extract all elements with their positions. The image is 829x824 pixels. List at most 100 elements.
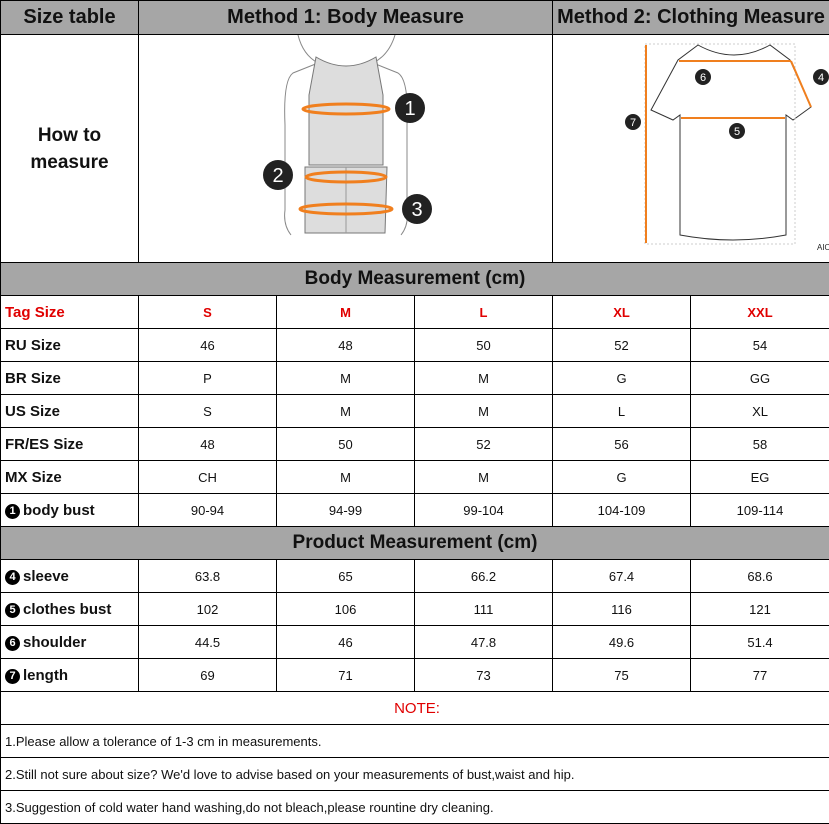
- cell: XXL: [691, 296, 829, 329]
- cell: 50: [415, 329, 553, 362]
- row-label: FR/ES Size: [1, 428, 139, 461]
- marker-4: 4: [813, 69, 829, 85]
- row-label-text: FR/ES Size: [5, 436, 83, 453]
- marker-1: 1: [395, 93, 425, 123]
- cell: 52: [553, 329, 691, 362]
- cell: 48: [139, 428, 277, 461]
- row-label: RU Size: [1, 329, 139, 362]
- row-label-text: US Size: [5, 403, 60, 420]
- cell: 58: [691, 428, 829, 461]
- cell: 54: [691, 329, 829, 362]
- cell: 116: [553, 593, 691, 626]
- svg-text:2: 2: [272, 165, 283, 187]
- row-label-text: BR Size: [5, 370, 61, 387]
- cell: 66.2: [415, 560, 553, 593]
- row-label: US Size: [1, 395, 139, 428]
- cell: 121: [691, 593, 829, 626]
- cell: M: [277, 296, 415, 329]
- cell: 109-114: [691, 494, 829, 527]
- row-label: BR Size: [1, 362, 139, 395]
- cell: 99-104: [415, 494, 553, 527]
- cell: S: [139, 296, 277, 329]
- cell: 94-99: [277, 494, 415, 527]
- cell: 46: [277, 626, 415, 659]
- note-line: 2.Still not sure about size? We'd love t…: [1, 758, 829, 791]
- cell: L: [553, 395, 691, 428]
- cell: XL: [553, 296, 691, 329]
- cell: 73: [415, 659, 553, 692]
- brand-label: AIOPESON: [817, 243, 829, 252]
- how-to-measure: How to measure: [1, 35, 139, 263]
- svg-text:3: 3: [411, 199, 422, 221]
- cell: P: [139, 362, 277, 395]
- body-measurement-heading: Body Measurement (cm): [1, 263, 829, 296]
- row-label-text: RU Size: [5, 337, 61, 354]
- cell: L: [415, 296, 553, 329]
- cell: 77: [691, 659, 829, 692]
- cell: M: [277, 461, 415, 494]
- cell: G: [553, 461, 691, 494]
- cell: M: [415, 461, 553, 494]
- row-label-text: body bust: [23, 502, 95, 519]
- header-method-1: Method 1: Body Measure: [139, 1, 553, 35]
- cell: 51.4: [691, 626, 829, 659]
- svg-text:1: 1: [404, 98, 415, 120]
- cell: CH: [139, 461, 277, 494]
- cell: 46: [139, 329, 277, 362]
- cell: M: [277, 395, 415, 428]
- cell: G: [553, 362, 691, 395]
- svg-text:6: 6: [700, 72, 706, 84]
- product-measurement-heading: Product Measurement (cm): [1, 527, 829, 560]
- row-label-text: clothes bust: [23, 601, 111, 618]
- cell: EG: [691, 461, 829, 494]
- svg-text:4: 4: [818, 72, 824, 84]
- number-badge-icon: 1: [5, 504, 20, 519]
- cell: 106: [277, 593, 415, 626]
- cell: 111: [415, 593, 553, 626]
- marker-5: 5: [729, 123, 745, 139]
- body-measure-figure: 1 2 3: [139, 35, 553, 263]
- cell: 71: [277, 659, 415, 692]
- cell: S: [139, 395, 277, 428]
- cell: M: [415, 362, 553, 395]
- svg-text:5: 5: [734, 126, 740, 138]
- body-illustration: 1 2 3: [173, 35, 519, 259]
- header-method-2: Method 2: Clothing Measure: [553, 1, 829, 35]
- cell: 102: [139, 593, 277, 626]
- svg-text:7: 7: [630, 117, 636, 129]
- cell: M: [277, 362, 415, 395]
- clothing-measure-figure: 6 4 7 5 AIOPESON: [553, 35, 829, 263]
- cell: 47.8: [415, 626, 553, 659]
- cell: GG: [691, 362, 829, 395]
- marker-7: 7: [625, 114, 641, 130]
- row-label-text: shoulder: [23, 634, 86, 651]
- cell: 48: [277, 329, 415, 362]
- row-label-text: sleeve: [23, 568, 69, 585]
- number-badge-icon: 4: [5, 570, 20, 585]
- cell: M: [415, 395, 553, 428]
- cell: 69: [139, 659, 277, 692]
- row-label-text: MX Size: [5, 469, 62, 486]
- number-badge-icon: 5: [5, 603, 20, 618]
- marker-3: 3: [402, 194, 432, 224]
- cell: 90-94: [139, 494, 277, 527]
- note-line: 1.Please allow a tolerance of 1-3 cm in …: [1, 725, 829, 758]
- marker-6: 6: [695, 69, 711, 85]
- cell: 104-109: [553, 494, 691, 527]
- cell: 56: [553, 428, 691, 461]
- row-label-text: length: [23, 667, 68, 684]
